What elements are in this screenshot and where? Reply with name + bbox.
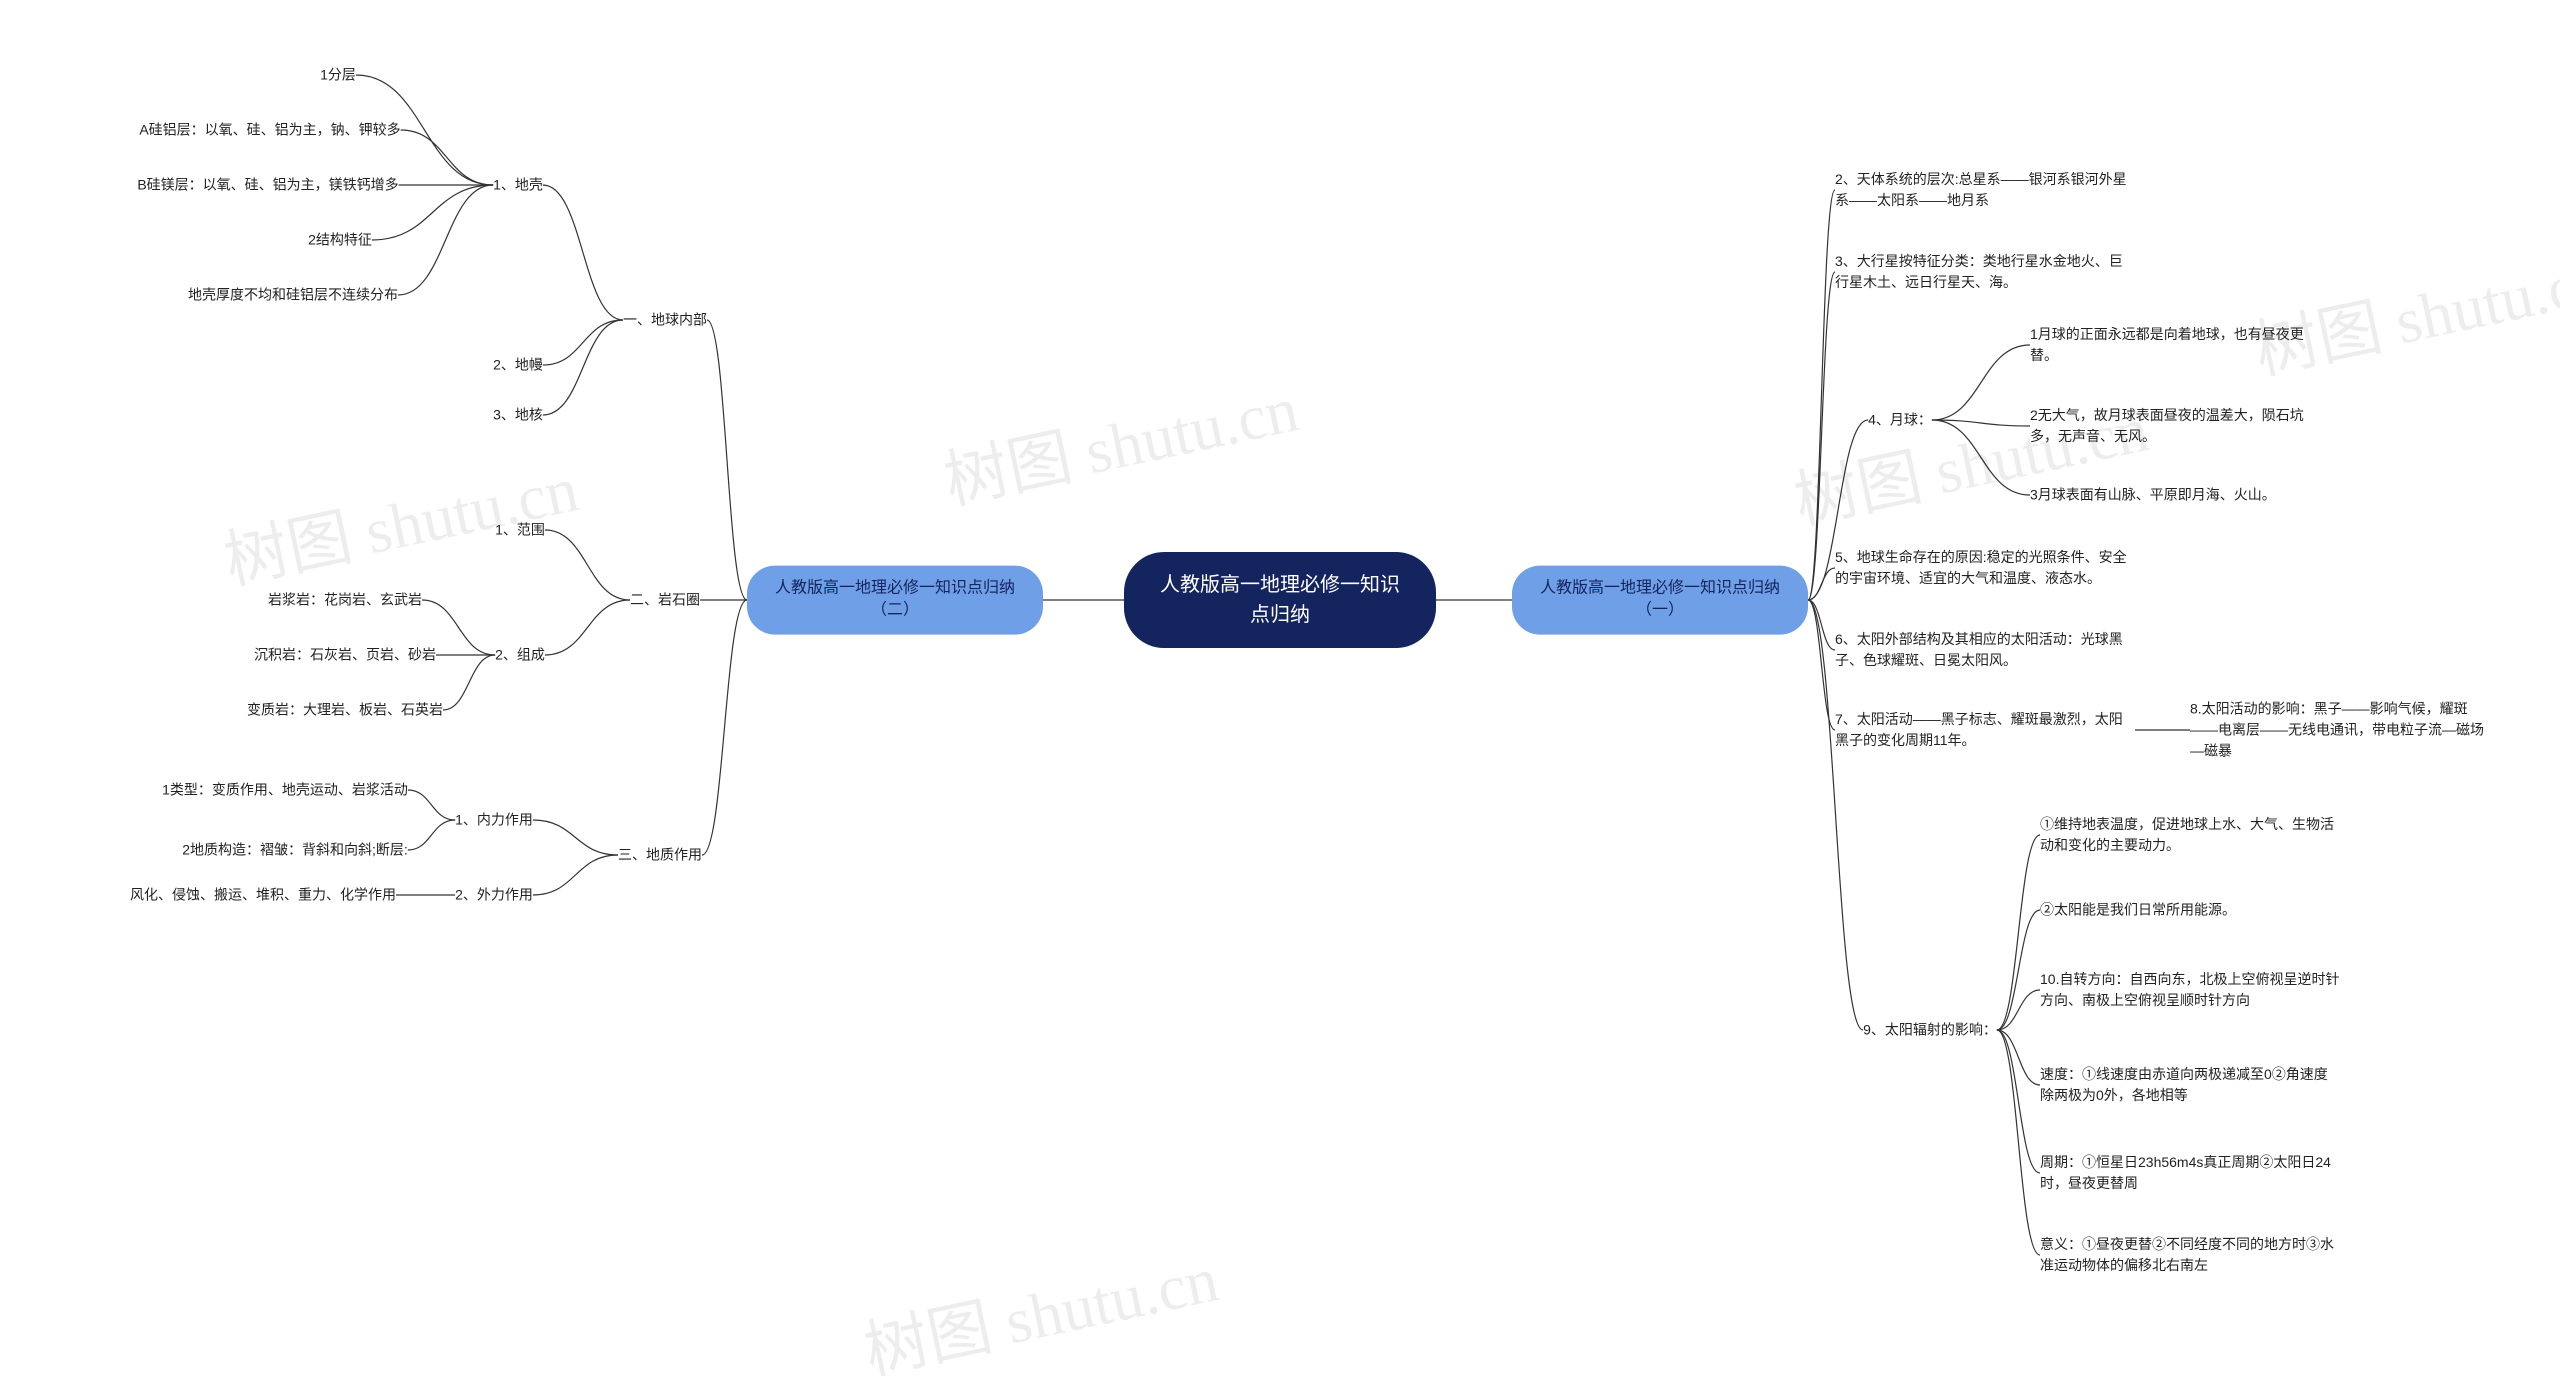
mindmap-node-L1_1a: 1分层 (320, 65, 356, 86)
mindmap-edge (408, 820, 455, 850)
mindmap-node-L1_1b: A硅铝层：以氧、硅、铝为主，钠、钾较多 (139, 120, 400, 141)
mindmap-edge (1808, 190, 1835, 600)
mindmap-node-R9: 9、太阳辐射的影响： (1863, 1020, 1997, 1041)
mindmap-edge (1808, 600, 1835, 730)
mindmap-node-L1: 一、地球内部 (623, 310, 707, 331)
mindmap-node-L2: 二、岩石圈 (630, 590, 700, 611)
mindmap-node-R7a: 8.太阳活动的影响：黑子——影响气候，耀斑——电离层——无线电通讯，带电粒子流—… (2190, 699, 2490, 762)
mindmap-edge (408, 790, 455, 820)
mindmap-node-R9f: 意义：①昼夜更替②不同经度不同的地方时③水准运动物体的偏移北右南左 (2040, 1234, 2340, 1276)
mindmap-node-R4b: 2无大气，故月球表面昼夜的温差大，陨石坑多，无声音、无风。 (2030, 405, 2330, 447)
mindmap-edge (707, 320, 747, 600)
mindmap-node-R4: 4、月球： (1868, 410, 1932, 431)
mindmap-edge (1932, 420, 2030, 495)
mindmap-node-R9d: 速度：①线速度由赤道向两极递减至0②角速度除两极为0外，各地相等 (2040, 1064, 2340, 1106)
mindmap-node-R9c: 10.自转方向：自西向东，北极上空俯视呈逆时针方向、南极上空俯视呈顺时针方向 (2040, 969, 2340, 1011)
mindmap-node-L2_1: 1、范围 (495, 520, 545, 541)
mindmap-node-R3: 3、大行星按特征分类：类地行星水金地火、巨行星木土、远日行星天、海。 (1835, 251, 2135, 293)
mindmap-node-L1_1e: 地壳厚度不均和硅铝层不连续分布 (188, 285, 398, 306)
mindmap-node-L1_1c: B硅镁层：以氧、硅、铝为主，镁铁钙增多 (137, 175, 398, 196)
mindmap-node-R6: 6、太阳外部结构及其相应的太阳活动：光球黑子、色球耀斑、日冕太阳风。 (1835, 629, 2135, 671)
mindmap-edge (545, 600, 630, 655)
mindmap-node-hub2: 人教版高一地理必修一知识点归纳（二） (747, 566, 1043, 635)
mindmap-edge (1997, 835, 2040, 1030)
mindmap-node-L3: 三、地质作用 (618, 845, 702, 866)
mindmap-node-R9e: 周期：①恒星日23h56m4s真正周期②太阳日24时，昼夜更替周 (2040, 1152, 2340, 1194)
mindmap-edge (533, 820, 618, 855)
mindmap-edge (543, 320, 623, 415)
mindmap-node-R5: 5、地球生命存在的原因:稳定的光照条件、安全的宇宙环境、适宜的大气和温度、液态水… (1835, 547, 2135, 589)
mindmap-edge (1997, 1030, 2040, 1255)
mindmap-edge (1932, 345, 2030, 420)
mindmap-edge (702, 600, 747, 855)
mindmap-node-L3_1a: 1类型：变质作用、地壳运动、岩浆活动 (162, 780, 408, 801)
mindmap-node-L1_1d: 2结构特征 (308, 230, 372, 251)
mindmap-edge (1997, 1030, 2040, 1173)
mindmap-edge (533, 855, 618, 895)
mindmap-edge (545, 530, 630, 600)
mindmap-node-R4a: 1月球的正面永远都是向着地球，也有昼夜更替。 (2030, 324, 2330, 366)
mindmap-node-L3_1b: 2地质构造：褶皱：背斜和向斜;断层: (182, 840, 408, 861)
mindmap-edge (543, 185, 623, 320)
mindmap-edge (443, 655, 495, 710)
mindmap-node-L1_3: 3、地核 (493, 405, 543, 426)
mindmap-node-R7: 7、太阳活动——黑子标志、耀斑最激烈，太阳黑子的变化周期11年。 (1835, 709, 2135, 751)
mindmap-node-L3_1: 1、内力作用 (455, 810, 533, 831)
mindmap-node-L3_2a: 风化、侵蚀、搬运、堆积、重力、化学作用 (130, 885, 396, 906)
mindmap-node-L2_2a: 岩浆岩：花岗岩、玄武岩 (268, 590, 422, 611)
mindmap-node-root: 人教版高一地理必修一知识点归纳 (1124, 552, 1436, 648)
mindmap-node-R4c: 3月球表面有山脉、平原即月海、火山。 (2030, 485, 2330, 506)
mindmap-node-L1_1: 1、地壳 (493, 175, 543, 196)
mindmap-node-R2: 2、天体系统的层次:总星系——银河系银河外星系——太阳系——地月系 (1835, 169, 2135, 211)
mindmap-node-R9a: ①维持地表温度，促进地球上水、大气、生物活动和变化的主要动力。 (2040, 814, 2340, 856)
mindmap-node-L3_2: 2、外力作用 (455, 885, 533, 906)
mindmap-node-L2_2b: 沉积岩：石灰岩、页岩、砂岩 (254, 645, 436, 666)
mindmap-node-L1_2: 2、地幔 (493, 355, 543, 376)
mindmap-node-L2_2c: 变质岩：大理岩、板岩、石英岩 (247, 700, 443, 721)
mindmap-node-L2_2: 2、组成 (495, 645, 545, 666)
mindmap-node-hub1: 人教版高一地理必修一知识点归纳（一） (1512, 566, 1808, 635)
mindmap-edge (543, 320, 623, 365)
mindmap-node-R9b: ②太阳能是我们日常所用能源。 (2040, 900, 2340, 921)
mindmap-edge (401, 130, 493, 185)
